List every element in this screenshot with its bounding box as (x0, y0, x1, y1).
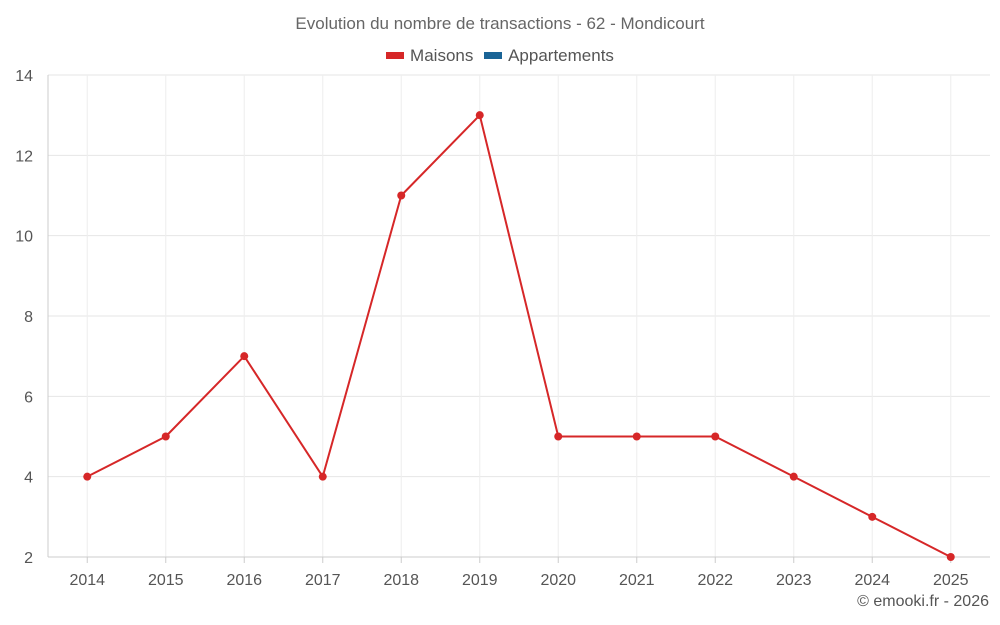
legend-item-maisons[interactable]: Maisons (386, 46, 473, 66)
credit-text: © emooki.fr - 2026 (857, 593, 989, 610)
data-point (83, 472, 92, 481)
legend-swatch-appartements (484, 52, 503, 59)
legend-label-maisons: Maisons (410, 45, 474, 65)
data-point (632, 432, 641, 441)
chart-title: Evolution du nombre de transactions - 62… (295, 14, 705, 33)
legend: Maisons Appartements (0, 44, 1000, 66)
legend-item-appartements[interactable]: Appartements (484, 46, 614, 66)
data-point (789, 472, 798, 481)
data-point (946, 553, 955, 561)
y-tick-label: 14 (15, 68, 33, 85)
legend-label-appartements: Appartements (508, 45, 614, 65)
y-tick-label: 8 (24, 309, 33, 326)
x-tick-label: 2019 (462, 572, 498, 589)
data-point (240, 352, 249, 361)
data-point (397, 191, 406, 200)
series-line-maisons (86, 114, 952, 558)
x-tick-label: 2021 (619, 572, 655, 589)
y-tick-label: 4 (24, 470, 33, 487)
data-point (318, 472, 327, 481)
x-tick-label: 2022 (697, 572, 733, 589)
y-tick-label: 6 (24, 389, 33, 406)
x-tick-label: 2023 (776, 572, 812, 589)
y-tick-label: 10 (15, 229, 33, 246)
x-tick-label: 2020 (540, 572, 576, 589)
y-tick-label: 12 (15, 148, 33, 165)
x-tick-label: 2015 (148, 572, 184, 589)
x-tick-label: 2014 (69, 572, 105, 589)
x-tick-label: 2025 (933, 572, 969, 589)
data-point (868, 512, 877, 521)
legend-swatch-maisons (386, 52, 405, 59)
y-tick-label: 2 (24, 550, 33, 567)
data-point (475, 111, 484, 120)
x-tick-label: 2024 (854, 572, 890, 589)
data-point (161, 432, 170, 441)
x-tick-label: 2016 (226, 572, 262, 589)
x-tick-label: 2017 (305, 572, 341, 589)
data-point (554, 432, 563, 441)
x-tick-label: 2018 (383, 572, 419, 589)
data-point (711, 432, 720, 441)
